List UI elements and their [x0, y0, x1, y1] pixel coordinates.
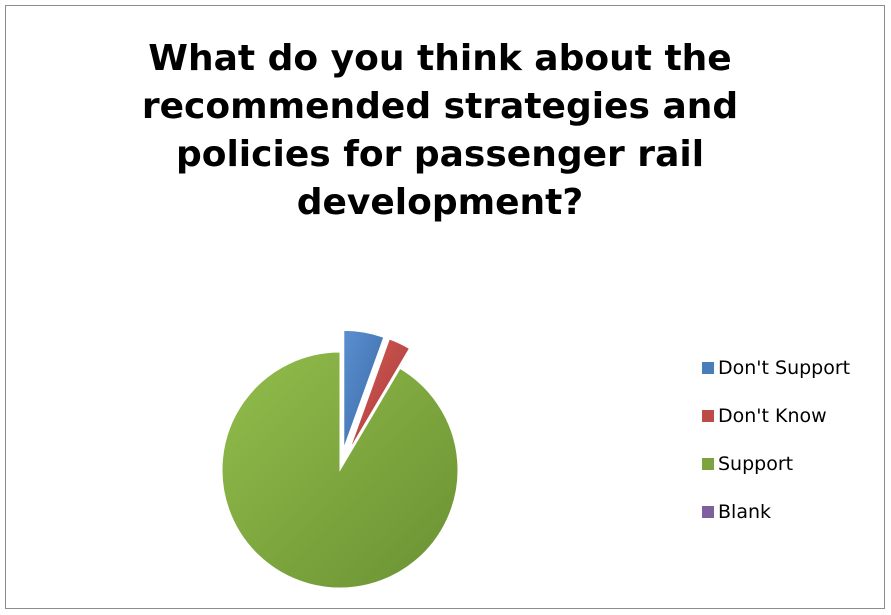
legend-swatch-dont-support [702, 362, 714, 374]
legend-label-support: Support [718, 453, 794, 475]
legend-item: Support [702, 452, 850, 476]
legend-item: Blank [702, 500, 850, 524]
legend-swatch-blank [702, 506, 714, 518]
slice-support [221, 351, 459, 589]
chart-title: What do you think about the recommended … [141, 38, 739, 223]
legend-label-dont-support: Don't Support [718, 357, 851, 379]
slice-dont-support [343, 329, 385, 449]
legend-item: Don't Know [702, 404, 850, 428]
legend-label-blank: Blank [718, 501, 772, 523]
legend-label-dont-know: Don't Know [718, 405, 827, 427]
legend-item: Don't Support [702, 356, 850, 380]
legend-swatch-support [702, 458, 714, 470]
slice-dont-know [348, 338, 411, 451]
legend: Don't Support Don't Know Support Blank [702, 356, 850, 548]
legend-swatch-dont-know [702, 410, 714, 422]
